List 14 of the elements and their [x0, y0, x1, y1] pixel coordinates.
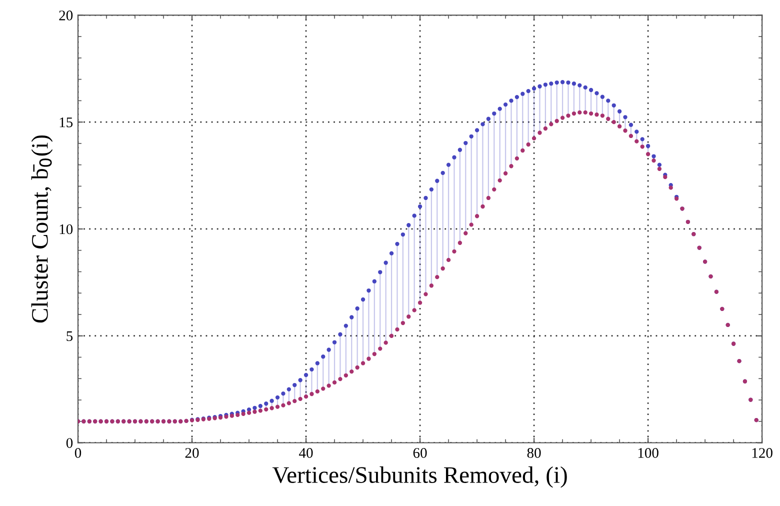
x-axis-title: Vertices/Subunits Removed, (i) [272, 466, 567, 488]
y-tick-label: 15 [60, 118, 73, 128]
x-tick-label: 40 [299, 448, 313, 458]
x-tick-label: 0 [74, 448, 82, 458]
x-tick-label: 20 [185, 448, 199, 458]
x-tick-label: 100 [638, 448, 658, 458]
x-tick-label: 60 [413, 448, 427, 458]
x-tick-label: 120 [752, 448, 772, 458]
x-tick-label: 80 [527, 448, 541, 458]
y-tick-label: 0 [66, 438, 73, 448]
y-tick-label: 10 [60, 224, 73, 234]
y-axis-title: Cluster Count, b̄$_{0}$(i) [31, 135, 53, 323]
y-tick-label: 5 [66, 331, 73, 342]
y-tick-label: 20 [59, 10, 73, 20]
